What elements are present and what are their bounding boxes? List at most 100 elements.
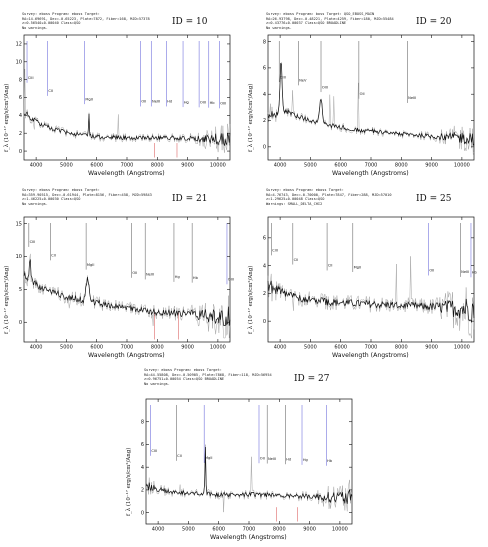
y-tick-label: 6	[19, 95, 22, 101]
x-tick-label: 4000	[274, 345, 287, 351]
x-tick-label: 5000	[60, 163, 73, 169]
line-marker-label: NeIII	[268, 457, 276, 461]
y-tick-label: 4	[19, 113, 22, 119]
x-tick-label: 6000	[90, 163, 103, 169]
line-marker-label: Hb	[327, 459, 333, 463]
spectrum-header: Survey: eboss Program: eboss Target: RA=…	[22, 188, 152, 206]
spectrum-header: Survey: eboss Program: eboss Target: RA=…	[22, 12, 150, 30]
plot-frame	[145, 398, 353, 525]
line-marker-label: CII	[177, 454, 182, 458]
header-line: No warnings.	[266, 25, 292, 30]
x-tick-label: 9000	[425, 345, 438, 351]
line-marker-label: MgII	[205, 456, 213, 460]
line-marker-label: Hg	[184, 100, 189, 104]
x-tick-label: 8000	[395, 345, 408, 351]
y-tick-label: 8	[263, 39, 266, 45]
x-tick-label: 10000	[210, 163, 226, 169]
line-marker-label: NeIII	[146, 273, 154, 277]
line-marker-label: NeIII	[461, 270, 469, 274]
x-tick-label: 5000	[60, 345, 73, 351]
line-marker-label: Hb	[210, 101, 216, 105]
y-tick-label: 15	[16, 221, 22, 227]
model-trace	[267, 280, 475, 324]
spectrum-header: Survey: eboss Program: boss Target: QSO_…	[266, 12, 394, 30]
line-marker-label: OII	[429, 269, 434, 273]
x-axis-label: Wavelength (Angstroms)	[88, 352, 165, 359]
line-marker-label: OIII	[200, 101, 206, 105]
line-marker-label: MgII	[85, 97, 93, 101]
y-tick-label: 10	[16, 59, 22, 65]
y-tick-label: 0	[263, 319, 266, 325]
line-marker-label: CII	[328, 264, 333, 268]
line-marker-label: CIII	[28, 76, 34, 80]
x-tick-label: 4000	[30, 163, 43, 169]
y-axis-label: f_λ (10⁻¹⁷ erg/s/cm²/Ang)	[248, 83, 254, 152]
x-tick-label: 9000	[425, 163, 438, 169]
x-tick-label: 7000	[121, 345, 134, 351]
y-tick-label: 2	[263, 118, 266, 124]
x-tick-label: 6000	[90, 345, 103, 351]
line-marker-label: OII	[360, 92, 365, 96]
flux-trace	[23, 253, 231, 339]
y-tick-label: 2	[263, 291, 266, 297]
model-trace	[23, 111, 231, 146]
plot-frame	[267, 216, 475, 343]
x-tick-label: 8000	[273, 527, 286, 533]
header-line: No warnings.	[22, 25, 48, 30]
x-tick-label: 7000	[121, 163, 134, 169]
y-tick-label: 4	[263, 263, 266, 269]
line-marker-label: Hg	[303, 458, 308, 462]
spectrum-panel-id-21: Survey: eboss Program: eboss Target: RA=…	[0, 182, 244, 364]
header-line: RA=4.76743, Dec=-0.70000, Plate=7847, Fi…	[266, 192, 392, 197]
line-marker-label: Hb	[193, 276, 199, 280]
x-tick-label: 9000	[181, 163, 194, 169]
y-tick-label: 2	[141, 488, 144, 494]
y-tick-label: 0	[19, 320, 22, 326]
line-marker-label: Hg	[175, 275, 180, 279]
y-tick-label: 12	[16, 42, 22, 48]
x-tick-label: 6000	[334, 163, 347, 169]
id-label: ID = 25	[416, 194, 452, 204]
line-marker-label: CIII	[30, 240, 36, 244]
y-axis-label: f_λ (10⁻¹⁷ erg/s/cm²/Ang)	[4, 265, 10, 334]
x-tick-label: 10000	[454, 345, 470, 351]
id-label: ID = 10	[172, 17, 208, 27]
spectrum-plot: CIII OIII NeV OII NeIII 4000 5000 6000 7000 8000 9…	[263, 34, 475, 169]
id-label: ID = 20	[416, 17, 452, 27]
x-tick-label: 10000	[454, 163, 470, 169]
x-tick-label: 4000	[274, 163, 287, 169]
line-marker-label: CII	[48, 89, 53, 93]
x-tick-label: 9000	[303, 527, 316, 533]
line-marker-label: OII	[260, 456, 265, 460]
line-marker-label: OII	[132, 271, 137, 275]
x-tick-label: 8000	[395, 163, 408, 169]
header-line: RA=359.90515, Dec=-0.61944, Plate=8156, …	[22, 192, 152, 197]
line-marker-label: Hb	[472, 271, 478, 275]
spectrum-panel-id-25: Survey: eboss Program: eboss Target: RA=…	[244, 182, 488, 364]
x-tick-label: 8000	[151, 345, 164, 351]
line-marker-label: OIII	[228, 278, 234, 282]
model-trace	[23, 259, 231, 326]
header-line: RA=44.55808, Dec=-0.50905, Plate=7868, F…	[144, 372, 272, 377]
y-tick-label: 5	[19, 287, 22, 293]
spectrum-plot: CIII CII MgII OII NeIII Hd Hg Hb 4000 5000 6000 700…	[141, 398, 353, 533]
x-tick-label: 4000	[152, 527, 165, 533]
spectrum-panel-id-20: Survey: eboss Program: boss Target: QSO_…	[244, 0, 488, 182]
x-axis-label: Wavelength (Angstroms)	[332, 352, 409, 359]
x-tick-label: 7000	[365, 163, 378, 169]
model-trace	[145, 446, 353, 504]
header-line: No warnings.	[22, 201, 48, 206]
y-tick-label: 6	[263, 236, 266, 242]
x-tick-label: 10000	[332, 527, 348, 533]
x-tick-label: 7000	[243, 527, 256, 533]
header-line: Survey: eboss Program: boss Target: QSO_…	[266, 12, 375, 16]
header-line: Survey: eboss Program: eboss Target:	[22, 12, 100, 16]
header-line: z=0.43776+0.00037 Class=QSO BROADLINE	[266, 21, 347, 26]
line-marker-label: CII	[294, 258, 299, 262]
header-line: No warnings.	[144, 381, 170, 386]
x-tick-label: 5000	[182, 527, 195, 533]
header-line: z=1.29625+0.00048 Class=QSO	[266, 197, 325, 202]
line-marker-label: CIII	[280, 75, 286, 79]
spectrum-header: Survey: eboss Program: eboss Target: RA=…	[266, 188, 392, 206]
y-axis-label: f_λ (10⁻¹⁷ erg/s/cm²/Ang)	[4, 83, 10, 152]
